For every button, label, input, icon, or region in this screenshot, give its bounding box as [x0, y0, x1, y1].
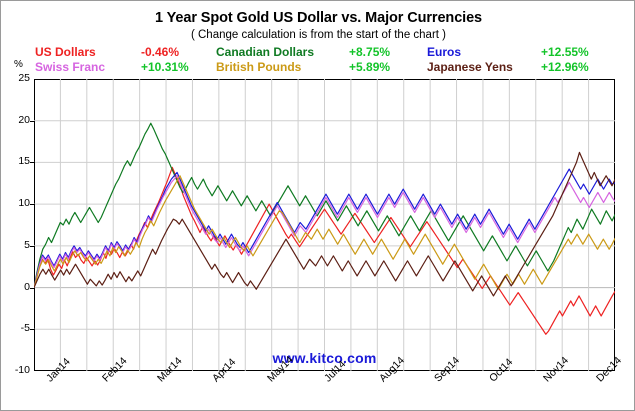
- legend-item-value: +8.75%: [349, 45, 391, 59]
- legend-item-value: -0.46%: [141, 45, 180, 59]
- y-axis-tick-label: -10: [14, 364, 30, 376]
- chart-legend: US Dollars -0.46% Canadian Dollars +8.75% Eu…: [31, 45, 631, 75]
- y-axis-tick-label: 0: [24, 280, 30, 293]
- y-axis-tick-mark: [30, 245, 35, 247]
- legend-row: Swiss Franc +10.31% British Pounds +5.89% Ja…: [31, 60, 631, 74]
- y-axis-tick-label: 25: [18, 72, 30, 84]
- y-axis-tick-label: 5: [24, 238, 30, 251]
- series-line: [34, 168, 615, 289]
- chart-series-lines: [34, 122, 615, 335]
- y-axis-tick-mark: [30, 329, 35, 331]
- page-title: 1 Year Spot Gold US Dollar vs. Major Cur…: [154, 10, 483, 26]
- y-axis-tick-label: 10: [18, 197, 30, 210]
- y-axis-tick-label: 20: [18, 113, 30, 126]
- x-axis-tick-label: Feb14: [99, 354, 130, 385]
- legend-item-value: +12.55%: [541, 45, 589, 59]
- kitco-watermark: www.kitco.com: [272, 350, 377, 366]
- legend-item-value: +12.96%: [541, 60, 589, 74]
- legend-item-label: British Pounds: [216, 60, 302, 74]
- x-axis-tick-label: Mar14: [154, 354, 185, 385]
- x-axis-tick-label: Nov14: [541, 354, 572, 385]
- y-axis-tick-mark: [30, 204, 35, 206]
- series-line: [34, 151, 615, 297]
- legend-item-label: Swiss Franc: [35, 60, 106, 74]
- x-axis-tick-label: Dec14: [593, 354, 624, 385]
- plot-area: www.kitco.com: [34, 79, 615, 371]
- x-axis-tick-label: May14: [265, 353, 297, 385]
- x-axis-tick-label: Jan14: [44, 355, 74, 385]
- x-axis-tick-label: Apr14: [210, 356, 239, 385]
- legend-item-label: Japanese Yens: [427, 60, 513, 74]
- x-axis-tick-label: Oct14: [487, 356, 516, 385]
- legend-item-value: +10.31%: [141, 60, 189, 74]
- x-axis-tick-label: Sep14: [431, 354, 462, 385]
- y-axis-tick-mark: [30, 162, 35, 164]
- legend-item-value: +5.89%: [349, 60, 391, 74]
- x-axis-tick-label: Aug14: [376, 354, 407, 385]
- series-line: [34, 175, 615, 289]
- y-axis-tick-mark: [30, 287, 35, 289]
- legend-item-label: Euros: [427, 45, 462, 59]
- x-axis-tick-label: Jul14: [321, 358, 348, 385]
- y-axis-tick-label: 15: [18, 155, 30, 168]
- chart-subtitle: ( Change calculation is from the start o…: [190, 29, 447, 41]
- legend-row: US Dollars -0.46% Canadian Dollars +8.75% Eu…: [31, 45, 631, 59]
- series-line: [34, 122, 615, 289]
- y-axis-tick-label: -5: [20, 322, 30, 335]
- legend-item-label: Canadian Dollars: [216, 45, 315, 59]
- legend-item-label: US Dollars: [35, 45, 96, 59]
- y-axis-tick-mark: [30, 120, 35, 122]
- y-axis-unit-label: %: [14, 59, 23, 70]
